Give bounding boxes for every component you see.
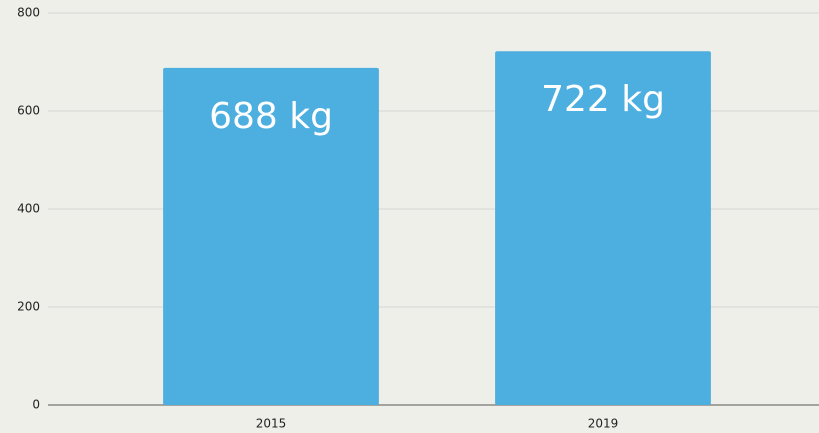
- bar: [163, 67, 379, 405]
- value-label: 688 kg: [209, 96, 333, 137]
- y-tick-label: 600: [17, 104, 40, 118]
- y-tick-label: 400: [17, 202, 40, 216]
- y-tick-label: 800: [17, 6, 40, 20]
- value-label: 722 kg: [541, 79, 665, 120]
- bar: [495, 51, 711, 405]
- y-tick-label: 200: [17, 300, 40, 314]
- x-tick-label: 2015: [256, 417, 287, 431]
- y-tick-label: 0: [32, 398, 40, 412]
- x-tick-label: 2019: [588, 417, 619, 431]
